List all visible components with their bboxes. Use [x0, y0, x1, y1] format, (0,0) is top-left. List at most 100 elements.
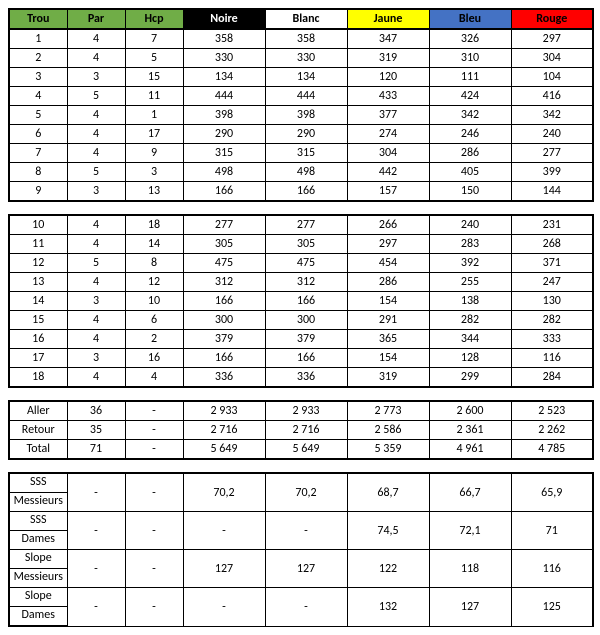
back9-cell: 11	[9, 235, 67, 254]
back9-cell: 475	[265, 254, 347, 273]
back9-cell: 3	[67, 292, 125, 311]
front9-cell: 424	[429, 87, 511, 106]
front9-cell: 277	[511, 144, 593, 163]
back9-cell: 116	[511, 349, 593, 368]
back9-cell: 247	[511, 273, 593, 292]
front9-cell: 405	[429, 163, 511, 182]
back9-cell: 319	[347, 368, 429, 388]
rating-cell: -	[265, 512, 347, 550]
back9-cell: 299	[429, 368, 511, 388]
front9-cell: 304	[347, 144, 429, 163]
front9-cell: 246	[429, 125, 511, 144]
front9-cell: 444	[265, 87, 347, 106]
back9-cell: 4	[67, 215, 125, 235]
header-blanc: Blanc	[265, 9, 347, 29]
back9-cell: 3	[67, 349, 125, 368]
rating-label: Dames	[9, 607, 67, 627]
rating-label: Messieurs	[9, 493, 67, 512]
rating-cell: 68,7	[347, 473, 429, 512]
rating-label: Dames	[9, 531, 67, 550]
front9-cell: 290	[183, 125, 265, 144]
back9-cell: 365	[347, 330, 429, 349]
rating-cell: 66,7	[429, 473, 511, 512]
front9-cell: 4	[67, 144, 125, 163]
back9-cell: 18	[9, 368, 67, 388]
totals-cell: 4 961	[429, 440, 511, 460]
front9-cell: 13	[125, 182, 183, 202]
rating-label: Slope	[9, 550, 67, 569]
totals-cell: -	[125, 421, 183, 440]
back9-cell: 4	[67, 330, 125, 349]
back9-cell: 5	[67, 254, 125, 273]
front9-cell: 11	[125, 87, 183, 106]
front9-cell: 5	[67, 163, 125, 182]
front9-cell: 416	[511, 87, 593, 106]
front9-cell: 120	[347, 68, 429, 87]
front9-cell: 358	[183, 29, 265, 49]
header-rouge: Rouge	[511, 9, 593, 29]
back9-cell: 284	[511, 368, 593, 388]
front9-cell: 9	[125, 144, 183, 163]
back9-cell: 166	[265, 349, 347, 368]
front9-cell: 377	[347, 106, 429, 125]
front9-cell: 134	[265, 68, 347, 87]
back9-cell: 4	[67, 235, 125, 254]
front9-cell: 1	[9, 29, 67, 49]
back9-cell: 379	[183, 330, 265, 349]
back9-cell: 14	[9, 292, 67, 311]
rating-cell: -	[183, 588, 265, 627]
front9-cell: 1	[125, 106, 183, 125]
front9-cell: 4	[67, 125, 125, 144]
rating-cell: -	[125, 512, 183, 550]
back9-cell: 130	[511, 292, 593, 311]
back9-cell: 333	[511, 330, 593, 349]
front9-cell: 5	[125, 49, 183, 68]
totals-cell: 71	[67, 440, 125, 460]
totals-cell: 5 649	[265, 440, 347, 460]
front9-cell: 9	[9, 182, 67, 202]
totals-cell: -	[125, 440, 183, 460]
front9-cell: 330	[265, 49, 347, 68]
rating-cell: 132	[347, 588, 429, 627]
front9-cell: 319	[347, 49, 429, 68]
totals-cell: 2 361	[429, 421, 511, 440]
front9-cell: 2	[9, 49, 67, 68]
totals-cell: 5 649	[183, 440, 265, 460]
front9-cell: 7	[9, 144, 67, 163]
front9-cell: 290	[265, 125, 347, 144]
totals-cell: 2 262	[511, 421, 593, 440]
back9-cell: 10	[9, 215, 67, 235]
front9-cell: 498	[265, 163, 347, 182]
front9-cell: 286	[429, 144, 511, 163]
totals-cell: 2 933	[183, 401, 265, 421]
totals-cell: -	[125, 401, 183, 421]
rating-label: SSS	[9, 512, 67, 531]
rating-cell: 70,2	[265, 473, 347, 512]
back9-cell: 154	[347, 292, 429, 311]
back9-cell: 336	[183, 368, 265, 388]
back9-cell: 336	[265, 368, 347, 388]
back9-cell: 277	[265, 215, 347, 235]
back9-cell: 282	[511, 311, 593, 330]
back9-cell: 283	[429, 235, 511, 254]
rating-cell: -	[265, 588, 347, 627]
front9-cell: 7	[125, 29, 183, 49]
back9-cell: 305	[183, 235, 265, 254]
totals-cell: Retour	[9, 421, 67, 440]
front9-cell: 326	[429, 29, 511, 49]
back9-cell: 12	[9, 254, 67, 273]
rating-cell: -	[125, 473, 183, 512]
header-trou: Trou	[9, 9, 67, 29]
back9-cell: 312	[183, 273, 265, 292]
front9-cell: 347	[347, 29, 429, 49]
back9-cell: 240	[429, 215, 511, 235]
front9-cell: 433	[347, 87, 429, 106]
front9-cell: 330	[183, 49, 265, 68]
front9-cell: 111	[429, 68, 511, 87]
front9-cell: 104	[511, 68, 593, 87]
front9-cell: 15	[125, 68, 183, 87]
rating-label: Slope	[9, 588, 67, 607]
front9-cell: 442	[347, 163, 429, 182]
front9-cell: 274	[347, 125, 429, 144]
back9-cell: 13	[9, 273, 67, 292]
